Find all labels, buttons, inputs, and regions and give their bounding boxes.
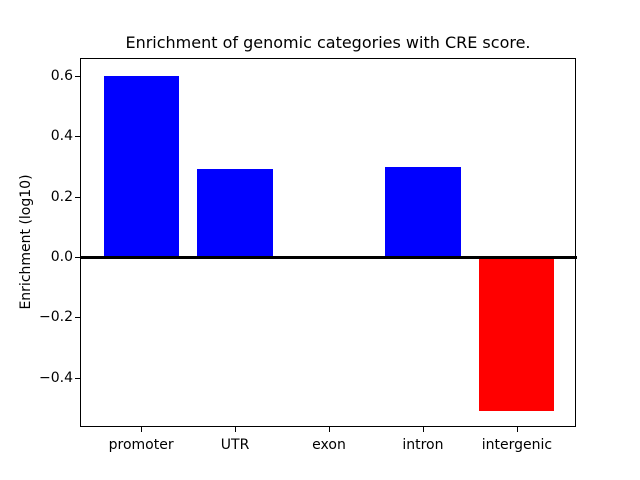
y-tick-mark-0.2 xyxy=(75,196,80,198)
bar-promoter xyxy=(103,75,179,258)
y-tick-label-0.2: 0.2 xyxy=(50,188,73,205)
y-tick-mark-0.0 xyxy=(75,257,80,259)
y-tick-mark-−0.4 xyxy=(75,377,80,379)
y-tick-label-0.6: 0.6 xyxy=(50,68,73,85)
y-tick-label-−0.2: −0.2 xyxy=(39,309,73,326)
x-tick-label-intron: intron xyxy=(402,437,444,453)
x-tick-label-UTR: UTR xyxy=(220,437,250,453)
y-tick-mark-0.6 xyxy=(75,76,80,78)
x-tick-mark-intron xyxy=(422,427,424,432)
y-tick-mark-0.4 xyxy=(75,136,80,138)
y-tick-label-−0.4: −0.4 xyxy=(39,369,73,386)
chart-title: Enrichment of genomic categories with CR… xyxy=(125,33,531,52)
x-tick-label-exon: exon xyxy=(312,437,346,453)
plot-area: promoter UTR exon intron intergenic 0.6 0.4 0.2… xyxy=(39,58,577,452)
x-tick-mark-UTR xyxy=(235,427,237,432)
bar-intron xyxy=(385,167,461,258)
x-tick-mark-promoter xyxy=(141,427,143,432)
bar-UTR xyxy=(197,169,273,258)
bar-intergenic xyxy=(479,257,555,412)
y-tick-mark-−0.2 xyxy=(75,317,80,319)
x-tick-mark-intergenic xyxy=(516,427,518,432)
zero-axis-line xyxy=(81,255,577,259)
y-tick-label-0.4: 0.4 xyxy=(50,128,73,145)
x-tick-mark-exon xyxy=(329,427,330,432)
x-tick-label-intergenic: intergenic xyxy=(481,437,553,453)
y-tick-label-0.0: 0.0 xyxy=(50,249,73,266)
x-tick-label-promoter: promoter xyxy=(108,437,174,453)
